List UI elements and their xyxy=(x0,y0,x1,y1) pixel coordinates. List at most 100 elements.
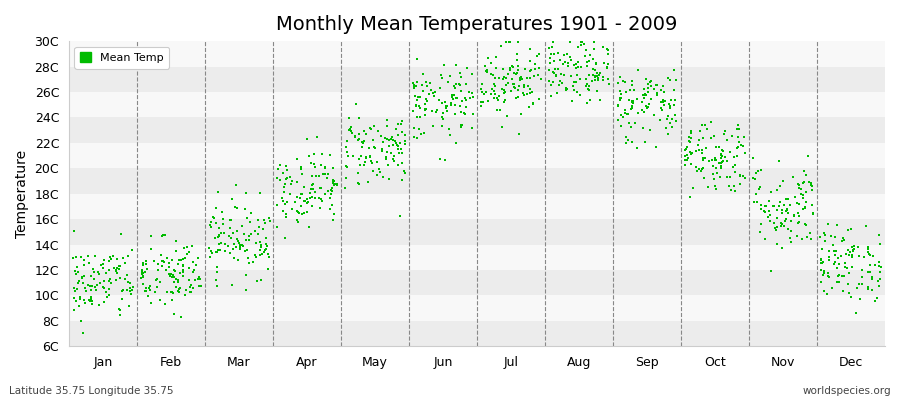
Point xyxy=(290,156,304,162)
Point xyxy=(144,246,158,252)
Point xyxy=(284,205,299,212)
Point xyxy=(653,99,668,105)
Point xyxy=(487,83,501,90)
Point xyxy=(363,153,377,159)
Point xyxy=(705,157,719,164)
Point xyxy=(136,281,150,287)
Point xyxy=(305,172,320,179)
Point xyxy=(806,186,820,193)
Point xyxy=(417,70,431,77)
Point xyxy=(69,298,84,304)
Point xyxy=(682,134,697,140)
Point xyxy=(510,87,525,93)
Point xyxy=(664,116,679,122)
Point xyxy=(649,144,663,151)
Point xyxy=(356,138,371,144)
Point xyxy=(83,298,97,304)
Point xyxy=(176,262,190,268)
Point xyxy=(74,254,88,260)
Point xyxy=(212,232,227,238)
Point xyxy=(202,254,217,260)
Point xyxy=(479,88,493,95)
Point xyxy=(102,258,116,264)
Point xyxy=(569,61,583,68)
Point xyxy=(424,87,438,93)
Point xyxy=(68,253,83,260)
Point xyxy=(210,264,224,270)
Point xyxy=(318,163,332,170)
Point xyxy=(780,210,795,216)
Point xyxy=(498,89,512,96)
Point xyxy=(696,155,710,161)
Point xyxy=(861,284,876,290)
Point xyxy=(775,221,789,227)
Point xyxy=(455,122,470,128)
Point xyxy=(183,289,197,295)
Point xyxy=(300,135,314,142)
Point xyxy=(851,281,866,288)
Point xyxy=(639,92,653,98)
Point xyxy=(437,99,452,105)
Point xyxy=(474,89,489,96)
Point xyxy=(454,88,469,94)
Point xyxy=(96,298,111,305)
Point xyxy=(176,273,191,279)
Point xyxy=(797,167,812,174)
Point xyxy=(758,203,772,209)
Point xyxy=(511,67,526,74)
Point xyxy=(284,180,298,187)
Point xyxy=(772,183,787,190)
Point xyxy=(770,241,784,248)
Point xyxy=(325,185,339,191)
Point xyxy=(379,154,393,160)
Point xyxy=(817,268,832,274)
Point xyxy=(855,266,869,273)
Point xyxy=(650,92,664,99)
Point xyxy=(66,255,80,261)
Point xyxy=(274,162,288,169)
Point xyxy=(436,114,450,121)
Point xyxy=(578,53,592,60)
Point xyxy=(725,164,740,170)
Point xyxy=(869,294,884,301)
Point xyxy=(630,96,644,102)
Point xyxy=(284,178,299,184)
Point xyxy=(426,90,440,96)
Point xyxy=(351,156,365,162)
Point xyxy=(398,138,412,144)
Point xyxy=(75,274,89,280)
Point xyxy=(777,202,791,208)
Point xyxy=(707,182,722,189)
Point xyxy=(786,174,800,180)
Point xyxy=(863,252,878,258)
Point xyxy=(246,258,260,265)
Point xyxy=(571,44,585,50)
Point xyxy=(339,138,354,145)
Point xyxy=(613,96,627,103)
Point xyxy=(592,70,607,76)
Point xyxy=(444,102,458,109)
Point xyxy=(617,110,632,116)
Point xyxy=(861,244,876,250)
Bar xyxy=(69,321,885,346)
Point xyxy=(616,114,631,120)
Point xyxy=(714,163,728,169)
Point xyxy=(762,218,777,224)
Point xyxy=(392,150,406,157)
Point xyxy=(480,67,494,74)
Point xyxy=(695,150,709,156)
Point xyxy=(485,86,500,93)
Point xyxy=(752,184,767,190)
Point xyxy=(83,283,97,289)
Point xyxy=(600,61,615,67)
Point xyxy=(76,273,91,279)
Point xyxy=(291,219,305,226)
Point xyxy=(82,260,96,266)
Point xyxy=(386,153,400,159)
Point xyxy=(861,250,876,257)
Point xyxy=(580,59,595,65)
Point xyxy=(154,252,168,258)
Point xyxy=(174,314,188,320)
Point xyxy=(824,233,838,240)
Point xyxy=(754,202,769,208)
